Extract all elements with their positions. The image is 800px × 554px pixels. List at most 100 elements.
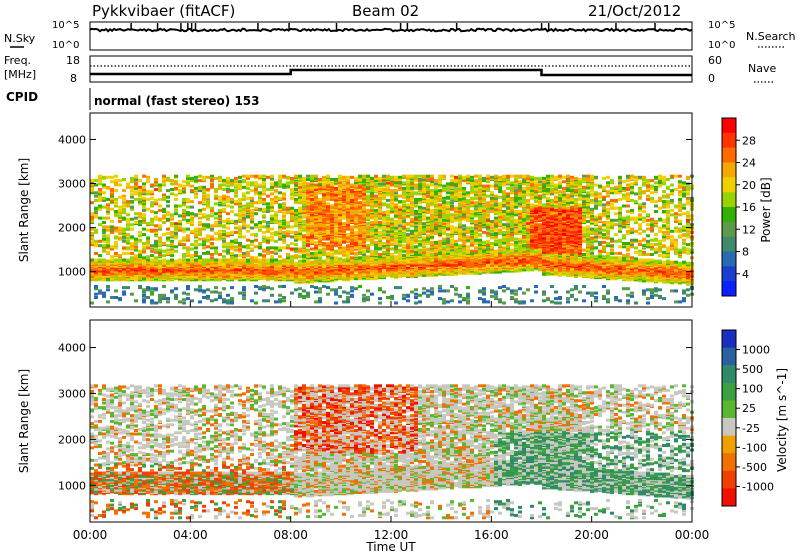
range-cell [406,174,410,178]
range-cell [150,301,154,305]
range-cell [98,223,102,227]
range-cell [250,196,254,200]
range-cell [154,215,158,219]
range-cell [450,238,454,242]
range-cell [262,182,266,186]
range-cell [194,234,198,238]
range-cell [158,253,162,256]
range-cell [134,221,138,224]
range-cell [338,264,342,267]
range-cell [138,253,142,256]
range-cell [258,199,262,202]
range-cell [282,202,286,206]
range-cell [218,270,222,274]
range-cell [270,250,274,254]
range-cell [410,249,414,253]
range-cell [254,285,258,288]
range-cell [274,300,278,304]
range-cell [142,260,146,264]
range-cell [438,203,442,207]
range-cell [250,299,254,303]
range-cell [318,253,322,256]
range-cell [258,191,262,195]
range-cell [138,189,142,193]
range-cell [294,254,298,258]
range-cell [430,201,434,205]
range-cell [310,221,314,224]
range-cell [418,239,422,243]
range-cell [186,181,190,185]
range-cell [218,229,222,233]
range-cell [230,286,234,290]
range-cell [170,239,174,243]
range-cell [202,188,206,191]
date-title: 21/Oct/2012 [588,2,681,20]
nsearch-label: N.Search [746,30,796,43]
range-cell [186,197,190,201]
range-cell [382,254,386,258]
range-cell [402,254,406,258]
range-cell [294,174,298,178]
range-cell [450,196,454,200]
range-cell [462,242,466,245]
range-cell [330,186,334,190]
range-cell [458,180,462,184]
range-cell [190,189,194,193]
range-cell [94,206,98,210]
range-cell [230,251,234,255]
range-cell [174,259,178,263]
range-cell [314,240,318,244]
range-cell [198,255,202,259]
range-cell [282,174,286,178]
range-cell [430,253,434,256]
range-cell [134,190,138,194]
range-cell [418,243,422,247]
range-cell [390,233,394,237]
range-cell [286,234,290,238]
range-cell [318,222,322,226]
range-cell [426,186,430,190]
range-cell [334,195,338,199]
range-cell [322,221,326,224]
range-cell [238,242,242,245]
range-cell [350,208,354,212]
range-cell [418,215,422,219]
range-cell [150,287,154,291]
range-cell [266,202,270,206]
range-cell [246,250,250,254]
range-cell [466,292,470,296]
range-cell [142,258,146,262]
range-cell [458,212,462,216]
range-cell [270,197,274,201]
range-cell [282,224,286,228]
range-cell [274,201,278,205]
range-cell [302,195,306,199]
range-cell [450,185,454,189]
range-cell [302,219,306,223]
range-cell [398,194,402,198]
range-cell [130,258,134,262]
range-cell [114,268,118,272]
range-cell [170,217,174,221]
range-cell [378,212,382,216]
range-cell [394,239,398,243]
range-cell [302,240,306,244]
range-cell [442,196,446,200]
range-cell [310,256,314,260]
range-cell [338,204,342,208]
range-cell [382,174,386,178]
range-cell [298,188,302,191]
range-cell [142,218,146,222]
range-cell [182,238,186,242]
range-cell [198,185,202,189]
range-cell [418,189,422,193]
range-cell [466,296,470,299]
range-cell [462,215,466,219]
range-cell [162,207,166,211]
range-cell [286,253,290,256]
range-cell [398,244,402,248]
range-cell [106,288,110,292]
range-cell [438,218,442,222]
range-cell [318,212,322,216]
range-cell [310,251,314,255]
